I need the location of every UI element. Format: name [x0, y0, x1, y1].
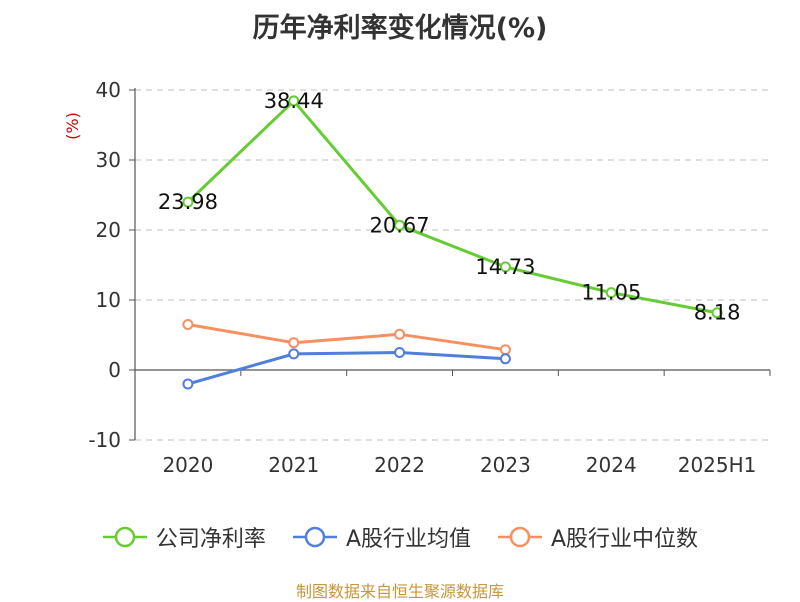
data-point: [394, 328, 406, 340]
source-note: 制图数据来自恒生聚源数据库: [295, 582, 504, 601]
data-point: [605, 287, 617, 299]
x-tick-label: 2021: [268, 453, 319, 477]
axes: 40 30 20 10 0 -10 2020 2021 2022 2023 2024 2025H1 (%…: [63, 78, 771, 477]
data-point: [182, 196, 194, 208]
gridlines: [135, 89, 770, 441]
legend-item[interactable]: A股行业均值: [292, 521, 471, 553]
data-point: [499, 344, 511, 356]
chart-title: 历年净利率变化情况(%): [252, 13, 548, 44]
series-line: [187, 351, 506, 386]
y-tick-label: -10: [88, 428, 121, 452]
data-point: [288, 337, 300, 349]
legend-label: A股行业中位数: [551, 527, 699, 552]
data-point: [288, 95, 300, 107]
y-tick-label: 10: [96, 288, 121, 312]
data-point: [394, 347, 406, 358]
x-tick-label: 2022: [374, 453, 425, 477]
data-point: [499, 353, 511, 365]
y-tick-label: 30: [96, 148, 121, 172]
data-label: 20.67: [370, 213, 430, 237]
data-point: [711, 307, 723, 319]
data-label: 23.98: [158, 190, 218, 214]
legend-marker-icon: [102, 526, 147, 548]
y-tick-label: 0: [108, 358, 121, 382]
data-label: 11.05: [581, 281, 641, 305]
data-label: 38.44: [264, 89, 324, 113]
legend-item[interactable]: A股行业中位数: [497, 521, 698, 553]
y-tick-label: 40: [96, 78, 121, 102]
legend-item[interactable]: 公司净利率: [102, 521, 266, 553]
legend-marker-icon: [498, 526, 542, 548]
x-tick-label: 2020: [162, 453, 213, 477]
y-tick-label: 20: [96, 218, 121, 242]
data-point: [182, 319, 194, 330]
line-chart: 40 30 20 10 0 -10 2020 2021 2022 2023 2024 2025H1 (%…: [63, 78, 771, 477]
series-line: [186, 99, 718, 315]
data-label: 8.18: [694, 301, 741, 325]
data-point: [182, 378, 194, 390]
y-axis-label: (%): [63, 112, 82, 140]
data-point: [394, 219, 406, 231]
x-tick-label: 2023: [480, 453, 531, 477]
data-label: 14.73: [475, 255, 535, 279]
series-line: [187, 323, 506, 352]
data-point: [499, 261, 511, 273]
series-lines: [182, 95, 723, 390]
data-point: [288, 348, 300, 360]
x-tick-label: 2024: [586, 453, 637, 477]
legend-marker-icon: [292, 526, 337, 548]
legend-label: 公司净利率: [155, 527, 266, 552]
x-tick-label: 2025H1: [678, 453, 757, 477]
legend-label: A股行业均值: [345, 527, 471, 552]
legend: 公司净利率 A股行业均值 A股行业中位数: [0, 520, 800, 554]
data-labels: 23.98 38.44 20.67 14.73 11.05 8.18: [158, 89, 741, 325]
